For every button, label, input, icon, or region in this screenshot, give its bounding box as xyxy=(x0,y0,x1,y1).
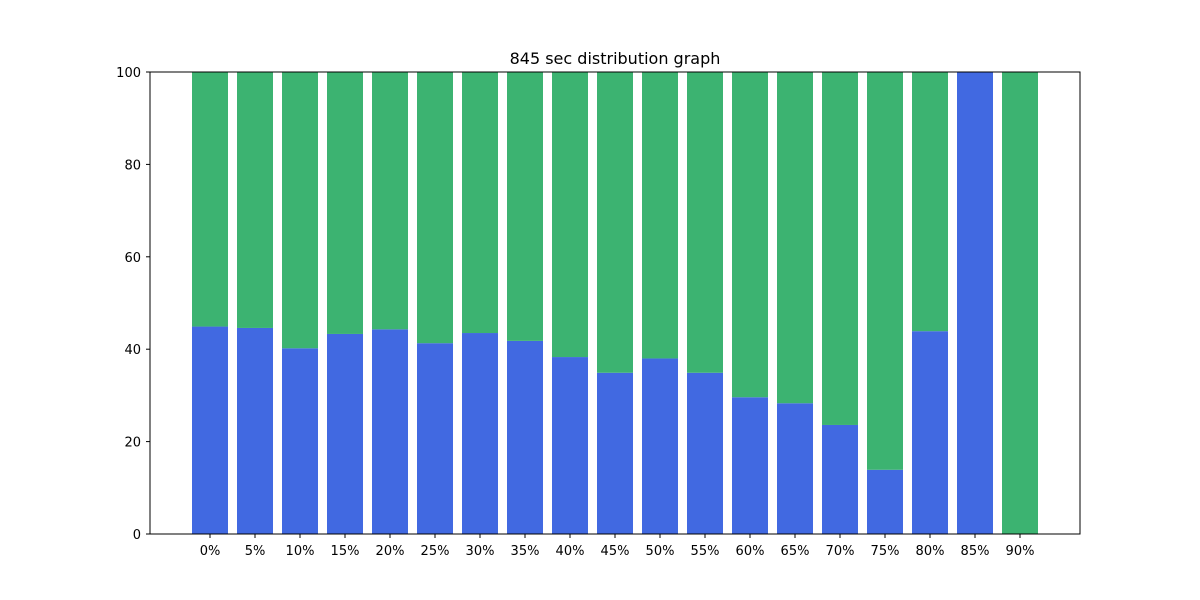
bar-segment-1-0 xyxy=(192,72,228,327)
chart-title: 845 sec distribution graph xyxy=(510,49,721,68)
bar-segment-0-11 xyxy=(687,372,723,534)
bar-segment-1-12 xyxy=(732,72,768,398)
bar-segment-0-15 xyxy=(867,469,903,534)
x-tick-label: 55% xyxy=(691,544,720,559)
bar-segment-1-8 xyxy=(552,72,588,358)
x-tick-label: 75% xyxy=(871,544,900,559)
x-tick-label: 35% xyxy=(511,544,540,559)
x-tick-label: 50% xyxy=(646,544,675,559)
bar-segment-1-11 xyxy=(687,72,723,373)
y-tick-label: 80 xyxy=(124,158,141,173)
bar-segment-0-1 xyxy=(237,327,273,534)
bar-segment-0-17 xyxy=(957,72,993,534)
bar-segment-0-0 xyxy=(192,326,228,534)
x-tick-label: 90% xyxy=(1006,544,1035,559)
bar-segment-1-3 xyxy=(327,72,363,334)
bar-segment-0-2 xyxy=(282,348,318,534)
x-tick-label: 25% xyxy=(421,544,450,559)
bar-segment-0-8 xyxy=(552,357,588,534)
bar-segment-0-13 xyxy=(777,403,813,534)
bar-segment-0-12 xyxy=(732,397,768,534)
x-tick-label: 15% xyxy=(331,544,360,559)
bar-segment-1-7 xyxy=(507,72,543,341)
bar-segment-0-6 xyxy=(462,333,498,534)
bar-segment-1-16 xyxy=(912,72,948,332)
bar-segment-0-14 xyxy=(822,424,858,534)
x-tick-label: 20% xyxy=(376,544,405,559)
x-tick-label: 80% xyxy=(916,544,945,559)
bar-segment-1-15 xyxy=(867,72,903,470)
bar-segment-1-4 xyxy=(372,72,408,330)
x-tick-label: 5% xyxy=(245,544,266,559)
bars-layer xyxy=(192,72,1038,534)
x-tick-label: 40% xyxy=(556,544,585,559)
bar-segment-1-1 xyxy=(237,72,273,328)
bar-segment-0-7 xyxy=(507,340,543,534)
bar-segment-0-16 xyxy=(912,331,948,534)
x-tick-label: 60% xyxy=(736,544,765,559)
x-tick-label: 85% xyxy=(961,544,990,559)
x-tick-label: 70% xyxy=(826,544,855,559)
bar-segment-1-2 xyxy=(282,72,318,349)
bar-segment-1-10 xyxy=(642,72,678,359)
bar-segment-1-5 xyxy=(417,72,453,344)
bar-segment-1-18 xyxy=(1002,72,1038,534)
bar-segment-0-10 xyxy=(642,358,678,534)
bar-segment-1-14 xyxy=(822,72,858,425)
x-tick-label: 30% xyxy=(466,544,495,559)
y-tick-label: 0 xyxy=(133,528,141,543)
bar-segment-1-13 xyxy=(777,72,813,404)
x-tick-label: 10% xyxy=(286,544,315,559)
bar-segment-1-9 xyxy=(597,72,633,373)
y-axis: 0 20 40 60 80 100 xyxy=(116,66,150,543)
y-tick-label: 60 xyxy=(124,251,141,266)
y-tick-label: 20 xyxy=(124,436,141,451)
y-tick-label: 100 xyxy=(116,66,141,81)
y-tick-label: 40 xyxy=(124,343,141,358)
bar-segment-0-4 xyxy=(372,329,408,534)
bar-segment-0-5 xyxy=(417,343,453,534)
x-tick-label: 65% xyxy=(781,544,810,559)
x-tick-label: 0% xyxy=(200,544,221,559)
x-tick-label: 45% xyxy=(601,544,630,559)
bar-segment-0-3 xyxy=(327,333,363,534)
x-axis: 0% 5% 10% 15% 20% 25% 30% 35% 40% 45% 50% 55% 60% 65%… xyxy=(200,534,1035,559)
bar-segment-1-6 xyxy=(462,72,498,334)
bar-segment-0-9 xyxy=(597,372,633,534)
